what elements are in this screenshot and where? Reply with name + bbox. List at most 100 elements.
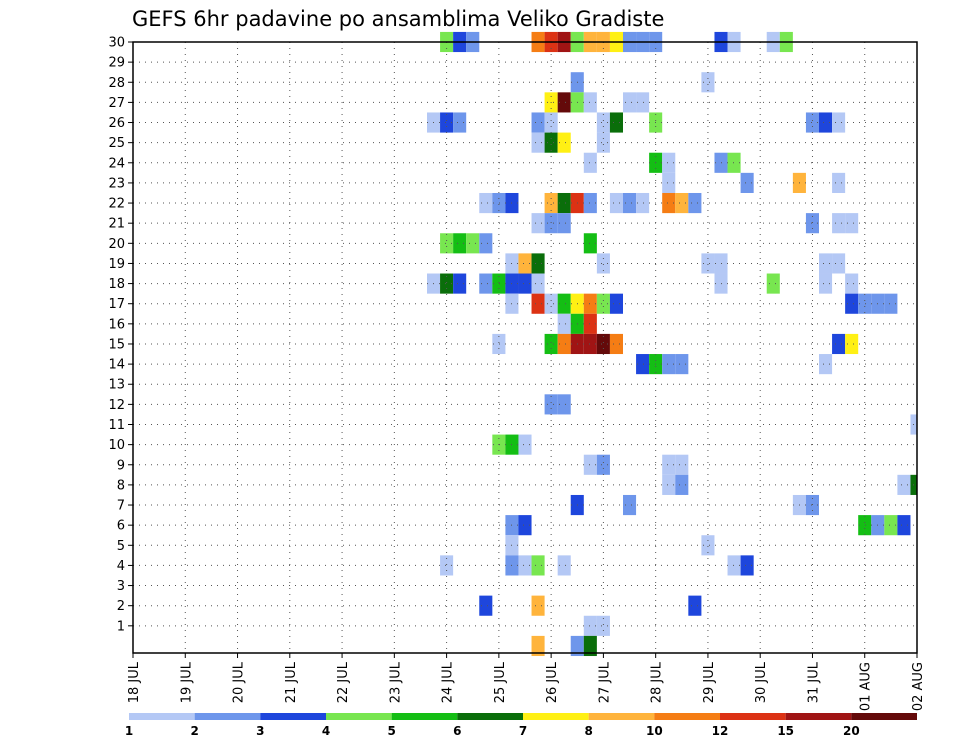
precip-cell [492, 273, 506, 294]
y-tick-label: 21 [108, 217, 125, 232]
precip-cell [570, 635, 584, 657]
precip-cell [845, 213, 859, 234]
y-tick-label: 30 [108, 36, 125, 51]
x-tick-label: 27 JUL [597, 661, 612, 703]
precip-cell [740, 172, 754, 193]
precip-cell [518, 253, 532, 274]
precip-cell [544, 213, 558, 234]
x-tick-label: 29 JUL [702, 661, 717, 703]
plot-frame [132, 41, 918, 654]
precip-cell [819, 273, 833, 294]
x-tick-label: 26 JUL [545, 661, 560, 703]
precip-cell [440, 112, 454, 133]
precip-cell [623, 494, 637, 516]
precip-cell [583, 333, 597, 355]
x-tick-label: 28 JUL [650, 661, 665, 703]
precip-cell [675, 454, 689, 475]
y-tick-label: 9 [117, 458, 125, 473]
legend-label: 2 [190, 724, 198, 738]
precip-cell [557, 293, 571, 314]
legend-swatch [194, 713, 261, 720]
legend-swatch [588, 713, 655, 720]
precip-cell [453, 112, 467, 133]
precip-cell [557, 92, 571, 113]
precip-cell [805, 494, 819, 516]
precip-cell [544, 112, 558, 133]
legend-label: 7 [519, 724, 527, 738]
precip-cell [662, 454, 676, 475]
precip-cell [636, 354, 650, 375]
legend-swatch [785, 713, 852, 720]
data-cells [427, 31, 917, 657]
precip-cell [479, 273, 493, 294]
x-tick-label: 31 JUL [806, 661, 821, 703]
precip-cell [557, 333, 571, 355]
legend-label: 4 [322, 724, 330, 738]
precip-cell [557, 394, 571, 415]
precip-cell [675, 474, 689, 495]
precip-cell [544, 293, 558, 314]
precip-cell [583, 615, 597, 636]
precip-cell [531, 555, 545, 576]
legend-label: 12 [712, 724, 729, 738]
precip-cell [596, 293, 610, 314]
precip-cell [662, 152, 676, 173]
legend-swatch [654, 713, 720, 720]
precip-cell [583, 233, 597, 254]
y-tick-label: 2 [117, 599, 125, 614]
y-tick-label: 20 [108, 237, 125, 252]
legend-swatch [391, 713, 458, 720]
legend-label: 10 [646, 724, 663, 738]
precip-cell [531, 213, 545, 234]
precip-cell [819, 253, 833, 274]
precip-cell [636, 92, 650, 113]
precip-cell [583, 454, 597, 475]
precip-cell [662, 474, 676, 495]
precip-cell [453, 273, 467, 294]
x-tick-label: 22 JUL [336, 661, 351, 703]
y-tick-label: 18 [108, 277, 125, 292]
y-tick-label: 22 [108, 197, 125, 212]
precip-cell [583, 152, 597, 173]
precip-cell [518, 273, 532, 294]
precip-cell [518, 555, 532, 576]
precip-cell [544, 333, 558, 355]
legend-swatch [326, 713, 392, 720]
precip-cell [662, 172, 676, 193]
precip-cell [557, 555, 571, 576]
precip-cell [819, 112, 833, 133]
precip-cell [479, 233, 493, 254]
precip-cell [531, 273, 545, 294]
precip-cell [583, 635, 597, 657]
precip-cell [609, 293, 623, 314]
precip-cell [583, 192, 597, 214]
precip-cell [805, 213, 819, 234]
precip-cell [609, 333, 623, 355]
y-axis: 1234567891011121314151617181920212223242… [108, 36, 133, 634]
precip-cell [518, 434, 532, 455]
x-tick-label: 21 JUL [284, 661, 299, 703]
y-tick-label: 12 [108, 398, 125, 413]
precip-cell [440, 273, 454, 294]
precip-cell [845, 293, 859, 314]
precip-cell [596, 615, 610, 636]
precip-cell [557, 132, 571, 153]
y-tick-label: 7 [117, 499, 125, 514]
y-tick-label: 1 [117, 619, 125, 634]
y-tick-label: 13 [108, 378, 125, 393]
y-tick-label: 3 [117, 579, 125, 594]
precip-cell [832, 333, 846, 355]
y-tick-label: 15 [108, 337, 125, 352]
legend-label: 8 [584, 724, 592, 738]
chart-title: GEFS 6hr padavine po ansamblima Veliko G… [132, 7, 664, 31]
precip-cell [623, 192, 637, 214]
x-tick-label: 25 JUL [493, 661, 508, 703]
y-tick-label: 8 [117, 478, 125, 493]
precip-cell [492, 192, 506, 214]
precip-cell [583, 313, 597, 334]
precip-cell [701, 253, 715, 274]
precip-cell [609, 192, 623, 214]
legend-swatch [260, 713, 326, 720]
y-tick-label: 14 [108, 358, 125, 373]
precip-cell [583, 293, 597, 314]
